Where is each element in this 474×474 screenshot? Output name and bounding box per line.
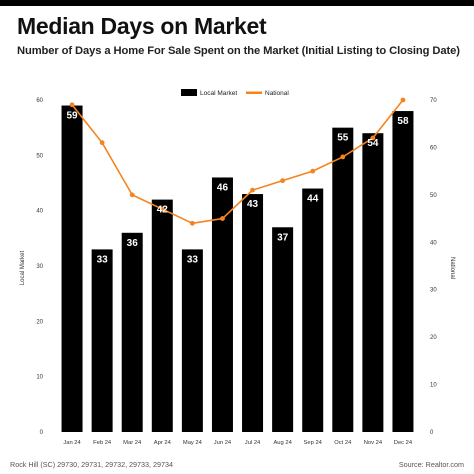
bar-value-label: 46 <box>217 182 229 193</box>
bar-value-labels: 59 33 36 42 33 46 43 37 44 55 54 58 <box>66 111 408 266</box>
y-left-tick-label: 20 <box>36 319 43 325</box>
y-left-ticks: 0 10 20 30 40 50 60 <box>36 98 43 436</box>
y-right-axis-label: National <box>449 257 455 279</box>
national-point <box>400 97 406 103</box>
national-point <box>250 187 255 193</box>
y-left-axis-label: Local Market <box>20 250 26 285</box>
bar-local-market <box>151 199 173 432</box>
x-tick-label: Dec 24 <box>394 440 413 446</box>
x-tick-label: Feb 24 <box>93 440 112 446</box>
bar-local-market <box>61 105 83 433</box>
bar-value-label: 42 <box>157 205 169 216</box>
legend-label-national: National <box>265 90 289 97</box>
bar-value-label: 58 <box>397 116 409 127</box>
bar-value-label: 36 <box>127 238 139 249</box>
x-tick-label: Nov 24 <box>364 440 383 446</box>
bar-local-market <box>211 177 233 432</box>
x-tick-label: Jul 24 <box>245 440 261 446</box>
bar-local-market <box>242 194 264 432</box>
x-tick-label: Apr 24 <box>154 440 172 446</box>
y-left-tick-label: 30 <box>36 264 43 270</box>
x-tick-label: Jun 24 <box>214 440 232 446</box>
bar-local-market <box>362 133 384 432</box>
national-point <box>69 102 75 108</box>
x-tick-label: Mar 24 <box>123 440 142 446</box>
y-left-tick-label: 40 <box>36 209 43 215</box>
national-line-path <box>71 99 404 225</box>
y-right-tick-label: 20 <box>430 335 437 341</box>
legend-swatch-national <box>246 91 262 94</box>
y-right-ticks: 0 10 20 30 40 50 60 70 <box>430 98 437 436</box>
page-title: Median Days on Market <box>17 13 267 39</box>
y-left-tick-label: 60 <box>36 98 43 104</box>
line-series-national <box>69 97 406 226</box>
y-right-tick-label: 30 <box>430 288 437 294</box>
national-point <box>220 216 225 221</box>
y-right-tick-label: 50 <box>430 193 437 199</box>
bar-local-market <box>91 249 113 432</box>
y-left-tick-label: 50 <box>36 153 43 159</box>
combo-chart: Local Market National Local Market Natio… <box>20 89 455 446</box>
bar-local-market <box>392 111 414 433</box>
footer-source: Source: Realtor.com <box>398 460 464 469</box>
y-right-tick-label: 60 <box>430 145 437 151</box>
chart-legend: Local Market National <box>181 89 289 97</box>
y-right-tick-label: 0 <box>430 430 434 436</box>
national-point <box>189 220 195 226</box>
bar-value-label: 44 <box>307 194 319 205</box>
national-point <box>129 192 135 198</box>
legend-label-local-market: Local Market <box>200 90 237 97</box>
bar-value-label: 33 <box>187 254 199 265</box>
x-tick-label: Jan 24 <box>63 440 81 446</box>
y-left-tick-label: 10 <box>36 375 43 381</box>
national-point <box>280 178 286 184</box>
bar-value-label: 37 <box>277 232 289 243</box>
national-point <box>99 140 105 146</box>
national-point <box>310 168 316 174</box>
y-right-tick-label: 40 <box>430 240 437 246</box>
national-point <box>370 135 376 141</box>
bar-local-market <box>272 227 294 432</box>
bar-value-label: 55 <box>337 133 349 144</box>
bar-series-local-market <box>61 105 414 433</box>
x-tick-label: Aug 24 <box>273 440 292 446</box>
bar-local-market <box>121 232 143 432</box>
legend-swatch-local-market <box>181 89 197 96</box>
page-subtitle: Number of Days a Home For Sale Spent on … <box>17 45 460 57</box>
x-axis-tick-labels: Jan 24 Feb 24 Mar 24 Apr 24 May 24 Jun 24 Jul … <box>63 440 413 446</box>
x-tick-label: May 24 <box>183 440 203 446</box>
bar-local-market <box>181 249 203 432</box>
y-left-tick-label: 0 <box>40 430 44 436</box>
bar-local-market <box>332 127 354 432</box>
national-point <box>159 206 165 212</box>
bar-value-label: 59 <box>66 111 78 122</box>
y-right-tick-label: 70 <box>430 98 437 104</box>
footer-location: Rock Hill (SC) 29730, 29731, 29732, 2973… <box>10 460 174 469</box>
x-tick-label: Oct 24 <box>334 440 352 446</box>
bar-value-label: 54 <box>367 138 379 149</box>
bar-local-market <box>302 188 324 432</box>
bar-value-label: 43 <box>247 199 259 210</box>
top-accent-bar <box>0 0 474 6</box>
bar-value-label: 33 <box>97 254 109 265</box>
x-tick-label: Sep 24 <box>304 440 323 446</box>
national-point <box>340 154 346 160</box>
y-right-tick-label: 10 <box>430 383 437 389</box>
